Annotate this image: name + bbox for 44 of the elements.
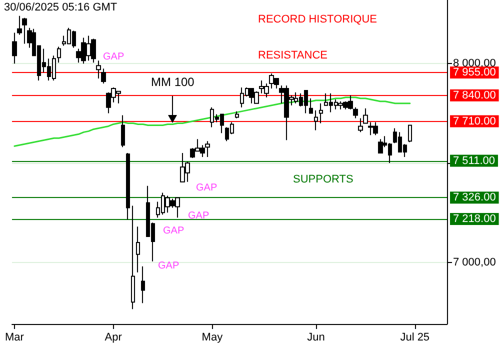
ref-line-label: 7 218.00 [453, 213, 496, 226]
ref-line-label: 7 955.00 [453, 66, 496, 79]
annotation: GAP [163, 226, 184, 236]
candlestick [131, 205, 135, 310]
ref-line-label: 7 326.00 [453, 192, 496, 204]
x-tick-label: Jun [307, 332, 325, 344]
candlestick [126, 152, 130, 220]
candlestick [141, 266, 145, 304]
x-tick-label: May [202, 332, 224, 344]
annotation: SUPPORTS [293, 174, 354, 186]
x-tick-label: Apr [104, 332, 122, 344]
candlestick [121, 114, 125, 148]
annotation: GAP [188, 210, 210, 222]
candlestick [101, 68, 106, 84]
annotation: MM 100 [151, 75, 195, 89]
ref-line-label: 7 840.00 [453, 89, 496, 102]
candlestick [22, 17, 27, 44]
candlestick [408, 124, 412, 143]
candlestick [57, 46, 61, 64]
candlestick [309, 98, 313, 114]
candlestick [96, 60, 101, 80]
candlestick [378, 138, 383, 154]
annotation: RECORD HISTORIQUE [258, 14, 377, 26]
ref-line-label: 7 511.00 [453, 154, 496, 167]
candlestick [136, 226, 140, 273]
candlestick [319, 102, 323, 124]
candlestick [12, 32, 17, 64]
candlestick [205, 140, 210, 158]
line-series [14, 96, 411, 147]
candlestick [353, 106, 358, 119]
x-tick-label: Jul 25 [400, 332, 430, 344]
candlestick [235, 110, 239, 119]
annotation: GAP [196, 182, 218, 194]
annotation: GAP [158, 260, 180, 272]
annotation: 30/06/2025 05:16 GMT [4, 2, 118, 14]
candlestick [363, 108, 368, 124]
candlestick [314, 110, 318, 131]
y-tick-label: 7 000,00 [453, 256, 496, 268]
x-tick-label: Mar [4, 332, 24, 344]
annotation: RESISTANCE [258, 50, 328, 62]
annotation: GAP [103, 52, 124, 62]
ref-line-label: 7 710.00 [453, 115, 496, 128]
candlestick [358, 118, 363, 133]
candlestick [17, 15, 22, 36]
